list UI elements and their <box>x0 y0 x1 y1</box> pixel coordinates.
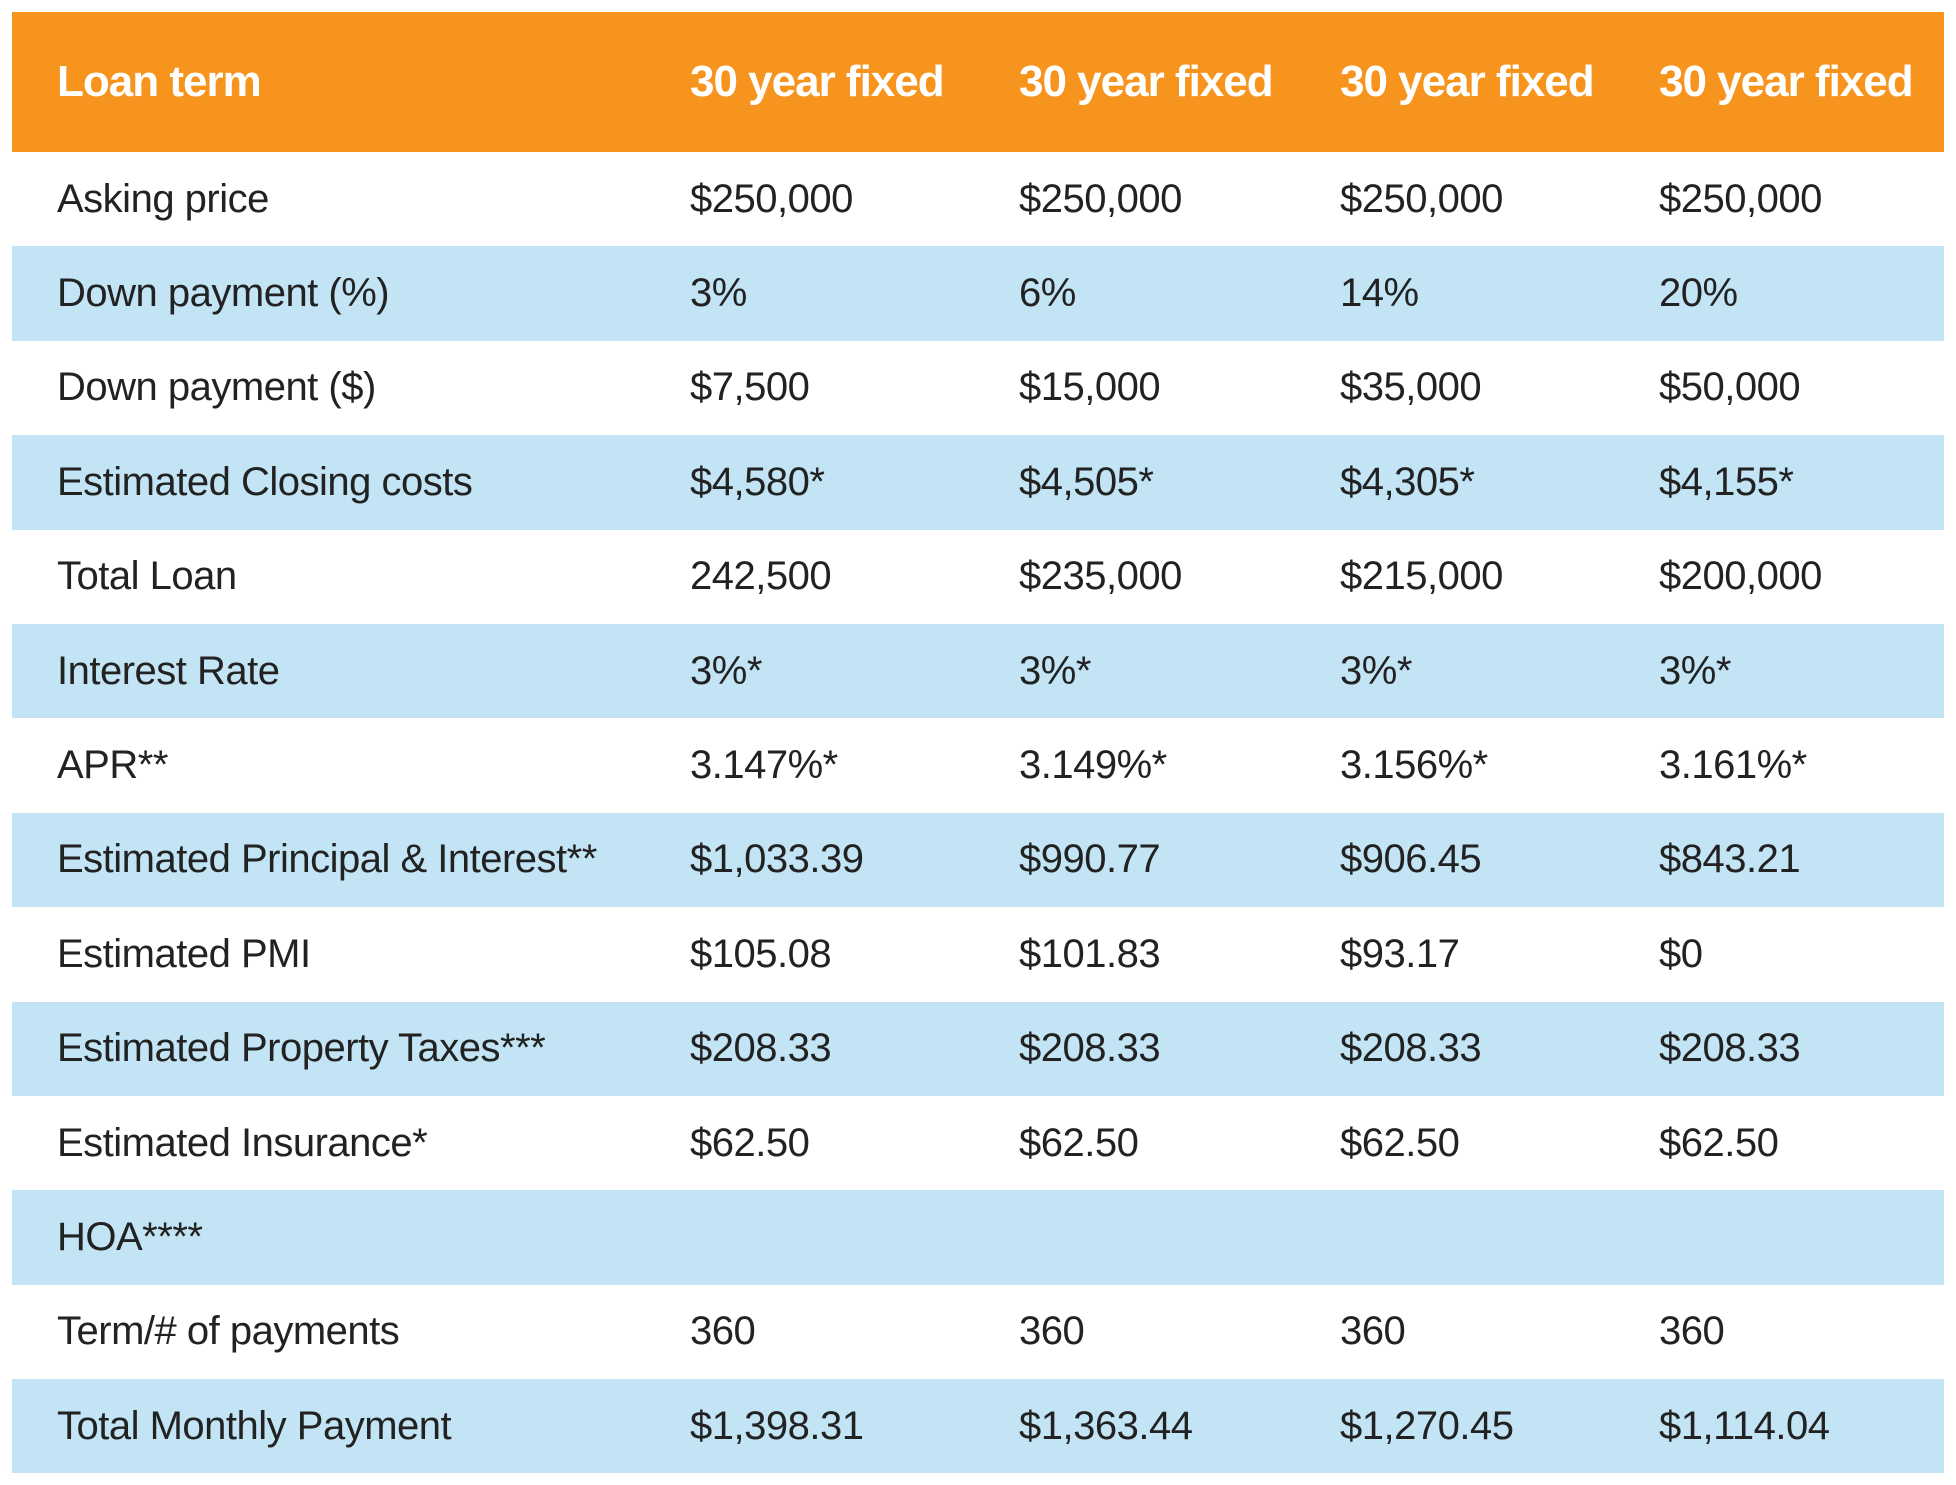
row-label: Estimated Closing costs <box>12 435 645 530</box>
header-row: Loan term 30 year fixed 30 year fixed 30 ye… <box>12 12 1944 152</box>
row-label: HOA**** <box>12 1190 645 1285</box>
table-row: APR** 3.147%* 3.149%* 3.156%* 3.161%* <box>12 718 1944 812</box>
table-cell: $235,000 <box>1019 554 1182 599</box>
table-cell: 20% <box>1614 246 1944 341</box>
table-cell: 3.156%* <box>1340 743 1488 788</box>
header-cell: 30 year fixed <box>974 12 1295 152</box>
table-cell <box>645 1190 974 1285</box>
table-cell: $15,000 <box>1019 365 1161 410</box>
table-cell: 3.147%* <box>690 743 838 788</box>
table-cell: $50,000 <box>1659 365 1801 410</box>
table-row: Estimated Closing costs $4,580* $4,505* $4,… <box>12 435 1944 530</box>
table-cell: $208.33 <box>974 1001 1295 1096</box>
row-label: Term/# of payments <box>57 1309 400 1354</box>
loan-comparison-table: Loan term 30 year fixed 30 year fixed 30 ye… <box>12 12 1944 1474</box>
table-cell: $250,000 <box>690 176 853 221</box>
table-cell <box>974 1190 1295 1285</box>
row-label: Estimated Insurance* <box>57 1120 428 1165</box>
header-cell: 30 year fixed <box>1295 12 1614 152</box>
table-cell: 360 <box>1340 1309 1406 1354</box>
table-cell: $1,363.44 <box>974 1379 1295 1474</box>
table-cell: $990.77 <box>974 812 1295 908</box>
table-cell: 3%* <box>645 623 974 719</box>
row-label: Asking price <box>57 176 269 221</box>
table-cell: $208.33 <box>1295 1001 1614 1096</box>
table-cell: 360 <box>1019 1309 1085 1354</box>
header-cell: 30 year fixed <box>1614 12 1944 152</box>
table-cell: 3.149%* <box>1019 743 1167 788</box>
table-cell: $93.17 <box>1340 931 1460 976</box>
table-row: Down payment (%) 3% 6% 14% 20% <box>12 246 1944 341</box>
row-label: Interest Rate <box>12 623 645 719</box>
table-cell: $250,000 <box>1659 176 1822 221</box>
table-cell: $7,500 <box>690 365 810 410</box>
table-cell: $250,000 <box>1019 176 1182 221</box>
table-cell <box>1295 1190 1614 1285</box>
table-cell: 3.161%* <box>1659 743 1807 788</box>
table-cell: $62.50 <box>1019 1120 1139 1165</box>
table-row: Estimated PMI $105.08 $101.83 $93.17 $0 <box>12 907 1944 1001</box>
header-label: Loan term <box>12 12 645 152</box>
table-row: Down payment ($) $7,500 $15,000 $35,000 $50,… <box>12 341 1944 435</box>
table-row: Estimated Principal & Interest** $1,033.3… <box>12 812 1944 908</box>
table-row: Term/# of payments 360 360 360 360 <box>12 1285 1944 1379</box>
table-cell: $62.50 <box>1340 1120 1460 1165</box>
row-label: Estimated Property Taxes*** <box>12 1001 645 1096</box>
table-cell: $4,305* <box>1295 435 1614 530</box>
table-cell: 242,500 <box>690 554 832 599</box>
row-label: Estimated PMI <box>57 931 311 976</box>
table-cell <box>1614 1190 1944 1285</box>
table-cell: 14% <box>1295 246 1614 341</box>
comparison-table-container: Loan term 30 year fixed 30 year fixed 30 ye… <box>12 12 1944 1474</box>
table-cell: $101.83 <box>1019 931 1161 976</box>
table-cell: $1,114.04 <box>1614 1379 1944 1474</box>
row-label: Estimated Principal & Interest** <box>12 812 645 908</box>
table-cell: $1,398.31 <box>645 1379 974 1474</box>
table-cell: $4,155* <box>1614 435 1944 530</box>
table-cell: $843.21 <box>1614 812 1944 908</box>
table-cell: $4,580* <box>645 435 974 530</box>
table-cell: 3%* <box>1295 623 1614 719</box>
table-cell: $906.45 <box>1295 812 1614 908</box>
row-label: APR** <box>57 743 168 788</box>
row-label: Down payment ($) <box>57 365 376 410</box>
row-label: Total Monthly Payment <box>12 1379 645 1474</box>
row-label: Total Loan <box>57 554 237 599</box>
table-cell: $208.33 <box>1614 1001 1944 1096</box>
table-cell: $62.50 <box>690 1120 810 1165</box>
table-row: Total Loan 242,500 $235,000 $215,000 $200,00… <box>12 530 1944 624</box>
table-cell: $200,000 <box>1659 554 1822 599</box>
table-cell: 360 <box>690 1309 756 1354</box>
table-cell: $0 <box>1659 931 1703 976</box>
table-row: Estimated Insurance* $62.50 $62.50 $62.50 $6… <box>12 1096 1944 1190</box>
table-cell: $250,000 <box>1340 176 1503 221</box>
table-cell: $1,033.39 <box>645 812 974 908</box>
table-cell: $35,000 <box>1340 365 1482 410</box>
table-cell: 360 <box>1659 1309 1725 1354</box>
table-cell: $105.08 <box>690 931 832 976</box>
table-row: Total Monthly Payment $1,398.31 $1,363.44 $… <box>12 1379 1944 1474</box>
table-cell: $208.33 <box>645 1001 974 1096</box>
table-cell: 3%* <box>974 623 1295 719</box>
table-cell: 3% <box>645 246 974 341</box>
table-cell: $215,000 <box>1340 554 1503 599</box>
table-row: HOA**** <box>12 1190 1944 1285</box>
table-row: Estimated Property Taxes*** $208.33 $208.3… <box>12 1001 1944 1096</box>
table-row: Interest Rate 3%* 3%* 3%* 3%* <box>12 623 1944 719</box>
table-cell: 6% <box>974 246 1295 341</box>
table-cell: $4,505* <box>974 435 1295 530</box>
table-cell: $62.50 <box>1659 1120 1779 1165</box>
table-row: Asking price $250,000 $250,000 $250,000 $250… <box>12 152 1944 246</box>
row-label: Down payment (%) <box>12 246 645 341</box>
table-cell: $1,270.45 <box>1295 1379 1614 1474</box>
table-cell: 3%* <box>1614 623 1944 719</box>
header-cell: 30 year fixed <box>645 12 974 152</box>
